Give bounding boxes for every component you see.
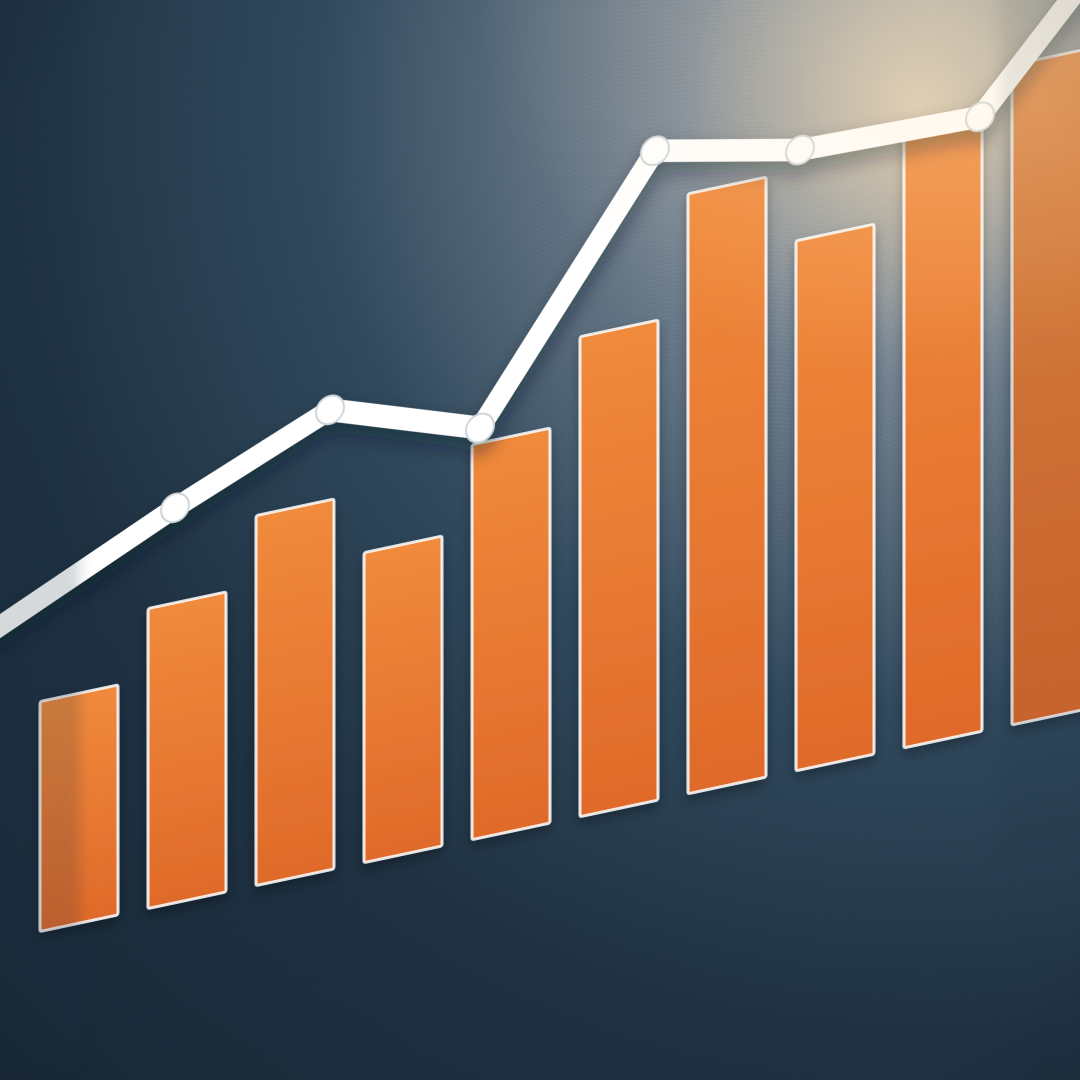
trend-marker [966,100,994,134]
frame-top-line [0,0,1080,109]
trend-marker [786,133,814,167]
bar [796,224,874,771]
dof-edge [0,0,80,1080]
bar [688,177,766,794]
growth-chart [0,0,1080,1080]
bar [904,111,982,748]
bar [472,428,550,840]
chart-scene [0,0,1080,1080]
bar [148,592,226,909]
bar [580,320,658,817]
trend-marker [641,134,669,168]
bar [256,499,334,886]
bar [364,536,442,863]
dof-edge [1000,0,1080,867]
trend-marker [161,491,189,525]
